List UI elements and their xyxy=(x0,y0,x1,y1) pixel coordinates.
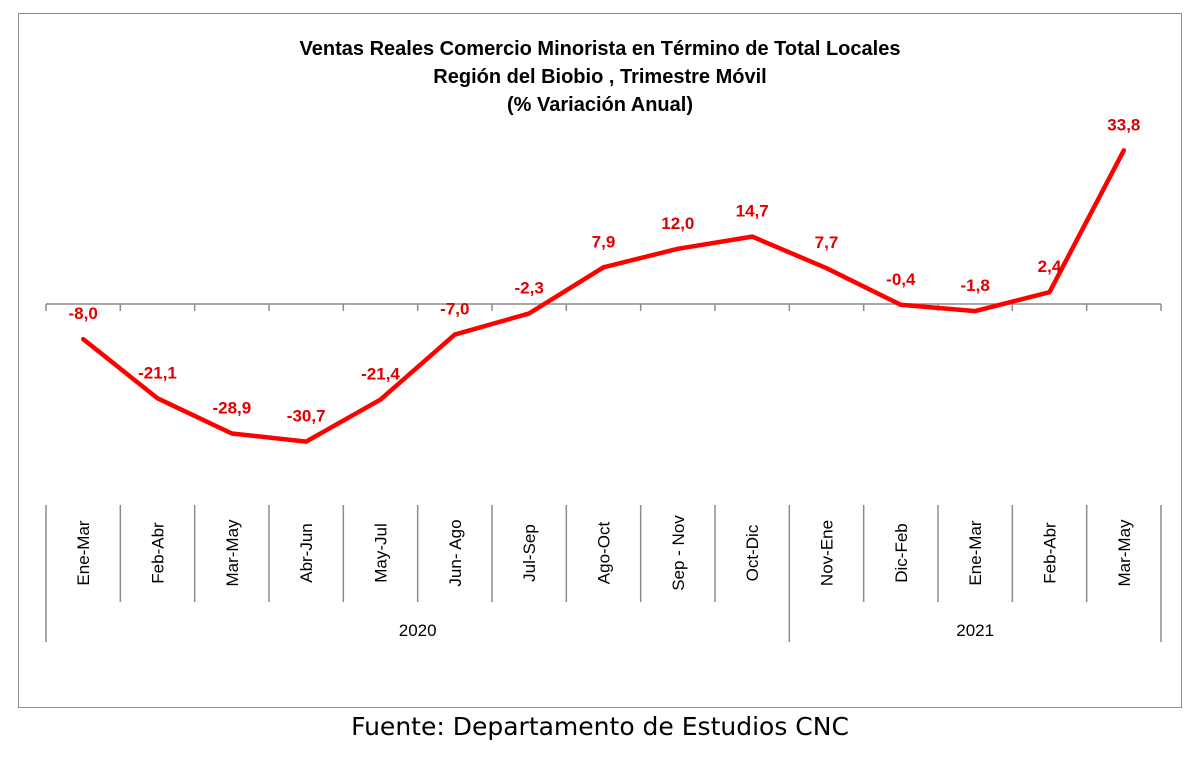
category-label: Feb-Abr xyxy=(149,522,168,584)
category-axis xyxy=(45,303,1162,642)
data-labels: -8,0 -21,1 -28,9 -30,7 -21,4 -7,0 -2,3 7,9 12,0 1… xyxy=(69,115,1141,425)
data-label: 12,0 xyxy=(661,214,694,233)
data-label: -21,1 xyxy=(138,363,177,382)
category-label: Ago-Oct xyxy=(595,522,614,585)
year-labels: 2020 2021 xyxy=(399,621,994,640)
category-label: Feb-Abr xyxy=(1041,522,1060,584)
data-label: -8,0 xyxy=(69,304,98,323)
data-label: -1,8 xyxy=(961,276,990,295)
category-label: Nov-Ene xyxy=(818,520,837,586)
category-label: Sep - Nov xyxy=(669,515,688,591)
category-label: Abr-Jun xyxy=(297,523,316,583)
data-label: -2,3 xyxy=(515,278,544,297)
category-label: Ene-Mar xyxy=(966,520,985,586)
data-label: -0,4 xyxy=(886,270,916,289)
year-label: 2020 xyxy=(399,621,437,640)
data-label: -30,7 xyxy=(287,407,326,426)
source-note: Fuente: Departamento de Estudios CNC xyxy=(351,712,849,741)
data-label: 7,7 xyxy=(815,233,839,252)
data-label: -7,0 xyxy=(440,300,469,319)
series-line-group xyxy=(80,148,1127,444)
chart-title: Ventas Reales Comercio Minorista en Térm… xyxy=(300,38,901,116)
category-label: Mar-May xyxy=(223,519,242,587)
category-label: Mar-May xyxy=(1115,519,1134,587)
data-label: 33,8 xyxy=(1107,115,1140,134)
year-label: 2021 xyxy=(956,621,994,640)
chart-frame xyxy=(18,13,1182,708)
series-line xyxy=(80,148,1127,444)
data-label: 2,4 xyxy=(1038,257,1062,276)
data-label: 7,9 xyxy=(592,232,616,251)
data-label: -28,9 xyxy=(212,398,251,417)
data-label: 14,7 xyxy=(736,202,769,221)
category-label: Ene-Mar xyxy=(74,520,93,586)
chart-title-line: Ventas Reales Comercio Minorista en Térm… xyxy=(300,38,901,60)
category-label: Jul-Sep xyxy=(520,524,539,582)
category-label: Oct-Dic xyxy=(743,524,762,581)
category-labels: Ene-Mar Feb-Abr Mar-May Abr-Jun May-Jul Jun- … xyxy=(74,515,1134,591)
data-label: -21,4 xyxy=(361,365,400,384)
chart-title-line: Región del Biobio , Trimestre Móvil xyxy=(433,66,766,88)
category-label: Jun- Ago xyxy=(446,519,465,586)
category-label: Dic-Feb xyxy=(892,523,911,583)
line-chart: Ventas Reales Comercio Minorista en Térm… xyxy=(45,38,1162,642)
chart-title-line: (% Variación Anual) xyxy=(507,94,693,116)
category-label: May-Jul xyxy=(372,523,391,583)
